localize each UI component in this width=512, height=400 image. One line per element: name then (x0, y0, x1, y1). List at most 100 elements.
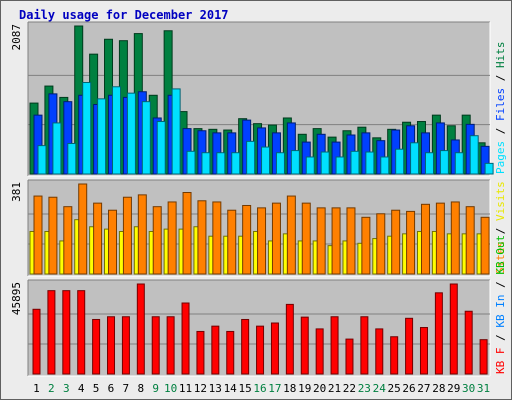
bar-kb-f-day-23 (360, 316, 369, 375)
bar-pages-day-13 (216, 152, 226, 175)
bar-pages-day-19 (305, 156, 315, 175)
x-tick-label-day-11: 11 (179, 382, 192, 395)
x-tick-label-day-9: 9 (152, 382, 159, 395)
bar-kb-f-day-17 (270, 322, 279, 375)
bar-kb-f-day-8 (136, 283, 145, 375)
legend-hits: Hits (494, 42, 507, 69)
bar-sites-day-16 (257, 207, 267, 275)
x-tick-label-day-16: 16 (253, 382, 266, 395)
x-tick-label-day-5: 5 (93, 382, 100, 395)
bar-sites-day-28 (435, 202, 445, 275)
legend-pages: Pages (494, 141, 507, 174)
x-tick-label-day-26: 26 (402, 382, 415, 395)
bar-kb-f-day-18 (285, 303, 294, 375)
bar-sites-day-25 (391, 209, 401, 275)
bar-kb-f-day-20 (315, 328, 324, 375)
bar-sites-day-24 (376, 213, 386, 275)
x-tick-label-day-19: 19 (298, 382, 311, 395)
bar-sites-day-29 (450, 201, 460, 275)
panel-1-legend: Pages / Files / Hits (494, 42, 507, 175)
bar-pages-day-21 (335, 156, 345, 175)
bar-sites-day-27 (420, 203, 430, 275)
bar-sites-day-19 (301, 202, 311, 275)
bar-sites-day-22 (346, 207, 356, 275)
bar-pages-day-26 (410, 142, 420, 175)
bar-pages-day-27 (424, 152, 434, 175)
bar-pages-day-29 (454, 152, 464, 175)
bar-sites-day-11 (182, 192, 192, 275)
x-tick-label-day-6: 6 (108, 382, 115, 395)
bar-sites-day-31 (480, 216, 490, 275)
bar-kb-f-day-16 (256, 325, 265, 375)
bar-kb-f-day-5 (92, 318, 101, 375)
legend-files: Files (494, 88, 507, 121)
bar-pages-day-7 (126, 92, 136, 175)
bar-pages-day-5 (97, 98, 107, 175)
bar-pages-day-2 (52, 122, 62, 175)
bar-pages-day-1 (37, 145, 47, 175)
bar-kb-f-day-3 (62, 290, 71, 375)
bar-pages-day-25 (395, 148, 405, 175)
bar-sites-day-17 (271, 202, 281, 275)
bar-kb-f-day-29 (449, 283, 458, 375)
bar-kb-f-day-9 (151, 316, 160, 375)
bar-kb-f-day-14 (226, 330, 235, 375)
x-tick-label-day-21: 21 (328, 382, 341, 395)
x-tick-label-day-30: 30 (462, 382, 475, 395)
x-tick-label-day-29: 29 (447, 382, 460, 395)
panel-3-legend: KB F / KB In / KB Out (494, 235, 507, 374)
panel-2-ymax-label: 381 (10, 182, 23, 202)
bar-pages-day-4 (82, 82, 92, 175)
legend-separator: / (494, 275, 507, 295)
bar-pages-day-11 (186, 150, 196, 175)
bar-kb-f-day-15 (241, 318, 250, 375)
bar-kb-f-day-21 (330, 316, 339, 375)
bar-kb-f-day-19 (300, 316, 309, 375)
bar-pages-day-8 (141, 101, 151, 175)
bar-pages-day-23 (365, 151, 375, 175)
x-tick-label-day-20: 20 (313, 382, 326, 395)
x-tick-label-day-23: 23 (358, 382, 371, 395)
bar-kb-f-day-22 (345, 338, 354, 375)
bar-sites-day-3 (63, 206, 73, 275)
bar-kb-f-day-7 (121, 316, 130, 375)
bar-kb-f-day-30 (464, 310, 473, 375)
bar-pages-day-20 (320, 151, 330, 175)
x-tick-label-day-3: 3 (63, 382, 70, 395)
bar-pages-day-31 (484, 162, 494, 175)
x-tick-label-day-8: 8 (137, 382, 144, 395)
x-tick-label-day-10: 10 (164, 382, 177, 395)
bar-sites-day-23 (361, 216, 371, 275)
bar-sites-day-2 (48, 196, 58, 275)
bar-sites-day-9 (152, 206, 162, 275)
bar-kb-f-day-28 (434, 292, 443, 375)
x-tick-label-day-1: 1 (33, 382, 40, 395)
legend-separator: / (494, 121, 507, 141)
bar-kb-f-day-10 (166, 316, 175, 375)
panel-3-ymax-label: 45895 (10, 282, 23, 315)
bar-pages-day-9 (156, 121, 166, 175)
x-tick-label-day-7: 7 (123, 382, 130, 395)
bar-sites-day-7 (122, 196, 132, 275)
bar-sites-day-5 (93, 202, 103, 275)
legend-separator: / (494, 328, 507, 348)
bar-sites-day-30 (465, 206, 475, 275)
bar-kb-f-day-11 (181, 302, 190, 375)
x-tick-label-day-22: 22 (343, 382, 356, 395)
bar-kb-f-day-27 (419, 327, 428, 375)
bar-sites-day-15 (242, 204, 252, 275)
bar-pages-day-10 (171, 88, 181, 175)
legend-sites: Sites (494, 241, 507, 274)
x-tick-label-day-18: 18 (283, 382, 296, 395)
bar-sites-day-13 (212, 201, 222, 275)
bar-pages-day-15 (246, 140, 256, 175)
legend-visits: Visits (494, 181, 507, 221)
bar-sites-day-8 (137, 194, 147, 275)
x-tick-label-day-25: 25 (388, 382, 401, 395)
bar-pages-day-12 (201, 152, 211, 175)
legend-separator: / (494, 221, 507, 241)
bar-pages-day-17 (275, 152, 285, 175)
x-tick-label-day-12: 12 (194, 382, 207, 395)
bar-sites-day-20 (316, 207, 326, 275)
